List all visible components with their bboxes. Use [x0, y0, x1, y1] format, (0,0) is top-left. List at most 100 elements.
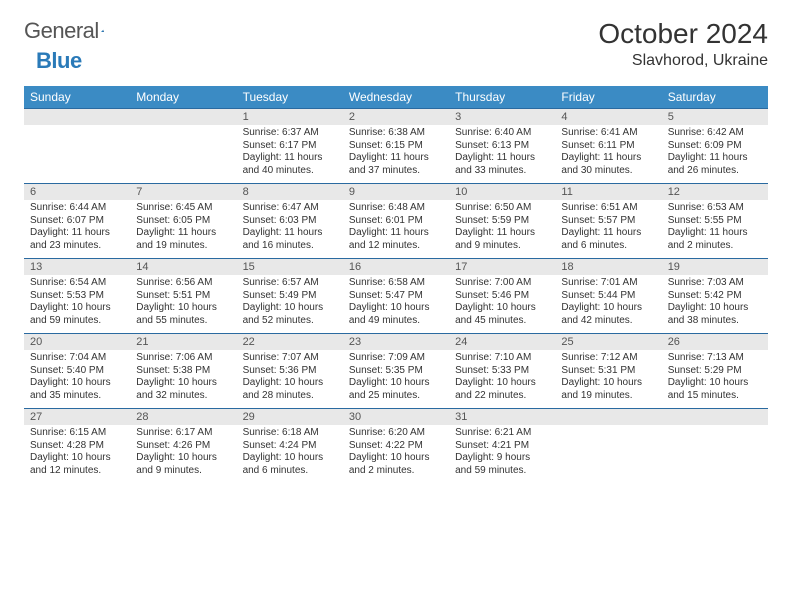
- sunset-text: Sunset: 4:21 PM: [455, 440, 549, 453]
- calendar-cell: 28Sunrise: 6:17 AMSunset: 4:26 PMDayligh…: [130, 409, 236, 484]
- sunset-text: Sunset: 5:59 PM: [455, 215, 549, 228]
- sunrise-text: Sunrise: 6:21 AM: [455, 427, 549, 440]
- brand-triangle-icon: [101, 23, 104, 39]
- sunset-text: Sunset: 5:57 PM: [561, 215, 655, 228]
- calendar-head: SundayMondayTuesdayWednesdayThursdayFrid…: [24, 86, 768, 109]
- calendar-cell: 14Sunrise: 6:56 AMSunset: 5:51 PMDayligh…: [130, 259, 236, 334]
- calendar-cell: 22Sunrise: 7:07 AMSunset: 5:36 PMDayligh…: [237, 334, 343, 409]
- daylight-text: Daylight: 9 hours and 59 minutes.: [455, 452, 549, 477]
- day-number: 2: [343, 109, 449, 125]
- calendar-cell-empty: [130, 109, 236, 184]
- day-number: 15: [237, 259, 343, 275]
- day-number: 8: [237, 184, 343, 200]
- day-header: Wednesday: [343, 86, 449, 109]
- sunset-text: Sunset: 5:44 PM: [561, 290, 655, 303]
- day-body: Sunrise: 7:07 AMSunset: 5:36 PMDaylight:…: [237, 350, 343, 408]
- day-body: Sunrise: 6:47 AMSunset: 6:03 PMDaylight:…: [237, 200, 343, 258]
- daylight-text: Daylight: 10 hours and 35 minutes.: [30, 377, 124, 402]
- day-body: Sunrise: 6:57 AMSunset: 5:49 PMDaylight:…: [237, 275, 343, 333]
- day-number: 1: [237, 109, 343, 125]
- sunset-text: Sunset: 5:55 PM: [668, 215, 762, 228]
- sunset-text: Sunset: 5:35 PM: [349, 365, 443, 378]
- day-number: 28: [130, 409, 236, 425]
- sunset-text: Sunset: 6:17 PM: [243, 140, 337, 153]
- day-body: Sunrise: 6:20 AMSunset: 4:22 PMDaylight:…: [343, 425, 449, 483]
- calendar-table: SundayMondayTuesdayWednesdayThursdayFrid…: [24, 86, 768, 483]
- daylight-text: Daylight: 10 hours and 32 minutes.: [136, 377, 230, 402]
- calendar-cell-empty: [662, 409, 768, 484]
- day-number: 18: [555, 259, 661, 275]
- day-body: [130, 125, 236, 181]
- sunrise-text: Sunrise: 6:53 AM: [668, 202, 762, 215]
- sunset-text: Sunset: 6:15 PM: [349, 140, 443, 153]
- daylight-text: Daylight: 11 hours and 37 minutes.: [349, 152, 443, 177]
- sunset-text: Sunset: 5:31 PM: [561, 365, 655, 378]
- day-number: 25: [555, 334, 661, 350]
- day-body: [662, 425, 768, 481]
- day-body: Sunrise: 6:58 AMSunset: 5:47 PMDaylight:…: [343, 275, 449, 333]
- daylight-text: Daylight: 10 hours and 55 minutes.: [136, 302, 230, 327]
- calendar-cell: 8Sunrise: 6:47 AMSunset: 6:03 PMDaylight…: [237, 184, 343, 259]
- calendar-cell: 3Sunrise: 6:40 AMSunset: 6:13 PMDaylight…: [449, 109, 555, 184]
- daylight-text: Daylight: 10 hours and 9 minutes.: [136, 452, 230, 477]
- calendar-cell: 19Sunrise: 7:03 AMSunset: 5:42 PMDayligh…: [662, 259, 768, 334]
- day-number: 22: [237, 334, 343, 350]
- calendar-row: 13Sunrise: 6:54 AMSunset: 5:53 PMDayligh…: [24, 259, 768, 334]
- daylight-text: Daylight: 10 hours and 42 minutes.: [561, 302, 655, 327]
- calendar-cell: 29Sunrise: 6:18 AMSunset: 4:24 PMDayligh…: [237, 409, 343, 484]
- sunrise-text: Sunrise: 7:09 AM: [349, 352, 443, 365]
- sunset-text: Sunset: 4:26 PM: [136, 440, 230, 453]
- day-body: [24, 125, 130, 181]
- day-body: Sunrise: 6:42 AMSunset: 6:09 PMDaylight:…: [662, 125, 768, 183]
- day-number: 3: [449, 109, 555, 125]
- calendar-cell: 25Sunrise: 7:12 AMSunset: 5:31 PMDayligh…: [555, 334, 661, 409]
- daylight-text: Daylight: 11 hours and 12 minutes.: [349, 227, 443, 252]
- day-number: 24: [449, 334, 555, 350]
- day-body: Sunrise: 7:10 AMSunset: 5:33 PMDaylight:…: [449, 350, 555, 408]
- day-number: 6: [24, 184, 130, 200]
- sunrise-text: Sunrise: 6:45 AM: [136, 202, 230, 215]
- calendar-cell: 10Sunrise: 6:50 AMSunset: 5:59 PMDayligh…: [449, 184, 555, 259]
- sunrise-text: Sunrise: 6:40 AM: [455, 127, 549, 140]
- calendar-row: 6Sunrise: 6:44 AMSunset: 6:07 PMDaylight…: [24, 184, 768, 259]
- day-body: Sunrise: 7:03 AMSunset: 5:42 PMDaylight:…: [662, 275, 768, 333]
- day-number: 13: [24, 259, 130, 275]
- sunrise-text: Sunrise: 7:06 AM: [136, 352, 230, 365]
- sunrise-text: Sunrise: 7:03 AM: [668, 277, 762, 290]
- day-body: Sunrise: 6:17 AMSunset: 4:26 PMDaylight:…: [130, 425, 236, 483]
- day-number: 12: [662, 184, 768, 200]
- sunset-text: Sunset: 4:28 PM: [30, 440, 124, 453]
- day-number: 23: [343, 334, 449, 350]
- sunset-text: Sunset: 6:07 PM: [30, 215, 124, 228]
- calendar-cell: 30Sunrise: 6:20 AMSunset: 4:22 PMDayligh…: [343, 409, 449, 484]
- day-body: Sunrise: 7:09 AMSunset: 5:35 PMDaylight:…: [343, 350, 449, 408]
- month-title: October 2024: [598, 18, 768, 50]
- day-number: 27: [24, 409, 130, 425]
- calendar-cell: 15Sunrise: 6:57 AMSunset: 5:49 PMDayligh…: [237, 259, 343, 334]
- sunrise-text: Sunrise: 7:04 AM: [30, 352, 124, 365]
- calendar-cell: 12Sunrise: 6:53 AMSunset: 5:55 PMDayligh…: [662, 184, 768, 259]
- day-body: Sunrise: 6:21 AMSunset: 4:21 PMDaylight:…: [449, 425, 555, 483]
- day-body: Sunrise: 7:01 AMSunset: 5:44 PMDaylight:…: [555, 275, 661, 333]
- day-header: Tuesday: [237, 86, 343, 109]
- day-body: Sunrise: 7:12 AMSunset: 5:31 PMDaylight:…: [555, 350, 661, 408]
- day-number: 16: [343, 259, 449, 275]
- sunset-text: Sunset: 4:24 PM: [243, 440, 337, 453]
- sunset-text: Sunset: 6:01 PM: [349, 215, 443, 228]
- day-header: Friday: [555, 86, 661, 109]
- day-body: Sunrise: 6:56 AMSunset: 5:51 PMDaylight:…: [130, 275, 236, 333]
- day-number: 17: [449, 259, 555, 275]
- daylight-text: Daylight: 11 hours and 33 minutes.: [455, 152, 549, 177]
- sunrise-text: Sunrise: 6:37 AM: [243, 127, 337, 140]
- calendar-cell: 23Sunrise: 7:09 AMSunset: 5:35 PMDayligh…: [343, 334, 449, 409]
- sunrise-text: Sunrise: 6:41 AM: [561, 127, 655, 140]
- sunset-text: Sunset: 6:09 PM: [668, 140, 762, 153]
- calendar-cell-empty: [555, 409, 661, 484]
- day-number: 14: [130, 259, 236, 275]
- daylight-text: Daylight: 11 hours and 26 minutes.: [668, 152, 762, 177]
- day-body: Sunrise: 6:51 AMSunset: 5:57 PMDaylight:…: [555, 200, 661, 258]
- day-body: Sunrise: 6:53 AMSunset: 5:55 PMDaylight:…: [662, 200, 768, 258]
- daylight-text: Daylight: 10 hours and 25 minutes.: [349, 377, 443, 402]
- day-body: Sunrise: 7:13 AMSunset: 5:29 PMDaylight:…: [662, 350, 768, 408]
- calendar-cell: 24Sunrise: 7:10 AMSunset: 5:33 PMDayligh…: [449, 334, 555, 409]
